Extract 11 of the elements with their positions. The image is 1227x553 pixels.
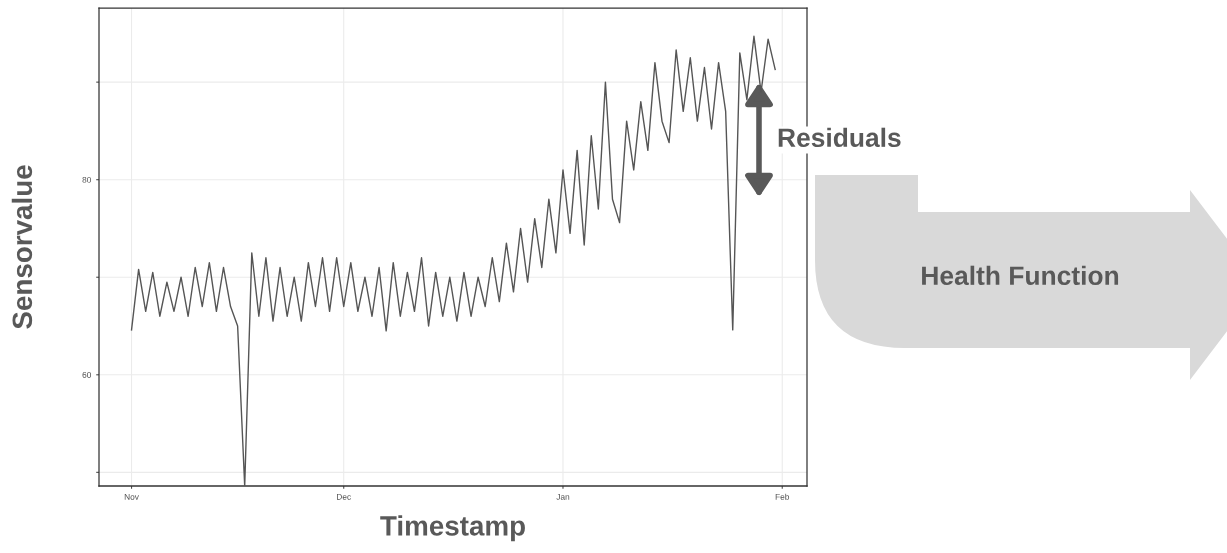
x-tick-label: Dec <box>337 493 351 500</box>
y-axis-title: Sensorvalue <box>11 165 33 329</box>
x-tick-label: Nov <box>124 493 139 500</box>
x-axis-title: Timestamp <box>380 515 525 542</box>
line-series <box>130 35 776 486</box>
x-tick-label: Feb <box>775 493 790 500</box>
text: Health Function <box>922 265 1119 286</box>
y-tick-label: 60 <box>82 371 92 378</box>
y-tick-label: 80 <box>82 176 92 183</box>
annotation: Residuals <box>778 127 901 148</box>
x-tick-label: Jan <box>556 493 570 500</box>
